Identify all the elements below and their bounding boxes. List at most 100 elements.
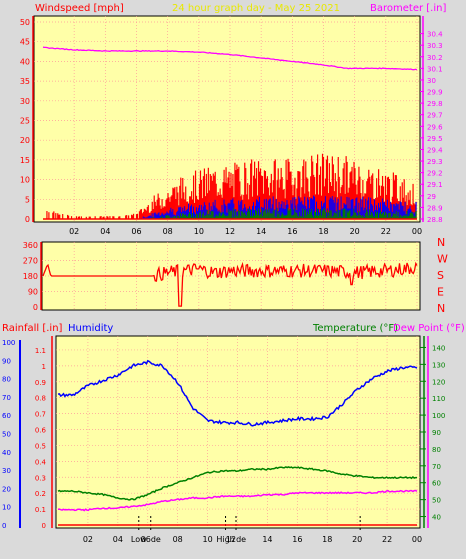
time-tick-label: 22 bbox=[381, 227, 391, 236]
windspeed-tick-label: 50 bbox=[20, 18, 30, 27]
hi-lo-marker-label: High bbox=[216, 535, 234, 544]
hi-lo-marker-label: 12de bbox=[226, 535, 246, 544]
temperature-tick-label: 70 bbox=[432, 463, 441, 471]
rainfall-tick-label: 0.9 bbox=[35, 379, 46, 387]
wind-barometer-axes: 0 5 10 15 20 25 30 35 40 45 50 28.8 28.9 29 29.1 29.2 29… bbox=[20, 16, 443, 236]
humidity-tick-label: 60 bbox=[2, 412, 11, 420]
barometer-tick-label: 29.6 bbox=[427, 123, 443, 131]
humidity-tick-label: 40 bbox=[2, 449, 11, 457]
barometer-tick-label: 29 bbox=[427, 193, 436, 201]
barometer-tick-label: 30 bbox=[427, 77, 436, 85]
rain-humidity-temp-grid bbox=[56, 336, 420, 528]
time-tick-label: 08 bbox=[173, 535, 183, 544]
barometer-axis-label: Barometer [.in] bbox=[370, 3, 446, 14]
barometer-tick-label: 30.4 bbox=[427, 31, 443, 39]
compass-label: W bbox=[437, 253, 448, 266]
windspeed-axis-label: Windspeed [mph] bbox=[35, 3, 124, 14]
time-tick-label: 04 bbox=[100, 227, 110, 236]
time-tick-label: 18 bbox=[322, 535, 332, 544]
temperature-tick-label: 110 bbox=[432, 395, 445, 403]
barometer-tick-label: 29.5 bbox=[427, 135, 443, 143]
humidity-tick-label: 50 bbox=[2, 431, 11, 439]
rain-humidity-temp-plot-area bbox=[55, 335, 421, 529]
temperature-axis-label: Temperature (°F) bbox=[312, 323, 398, 334]
temperature-tick-label: 90 bbox=[432, 429, 441, 437]
rainfall-tick-label: 0.8 bbox=[35, 395, 46, 403]
barometer-tick-label: 30.1 bbox=[427, 65, 443, 73]
windspeed-tick-label: 35 bbox=[20, 77, 30, 86]
time-tick-label: 10 bbox=[194, 227, 204, 236]
rainfall-tick-label: 0.6 bbox=[35, 427, 47, 435]
barometer-tick-label: 29.3 bbox=[427, 158, 443, 166]
temperature-tick-label: 50 bbox=[432, 497, 441, 505]
rainfall-tick-label: 0.5 bbox=[35, 442, 46, 450]
barometer-tick-label: 29.2 bbox=[427, 170, 443, 178]
time-tick-label: 14 bbox=[262, 535, 272, 544]
time-tick-label: 02 bbox=[83, 535, 93, 544]
windspeed-tick-label: 45 bbox=[20, 38, 30, 47]
temperature-tick-label: 140 bbox=[432, 344, 445, 352]
barometer-tick-label: 29.8 bbox=[427, 100, 443, 108]
humidity-axis-label: Humidity bbox=[68, 323, 113, 334]
windspeed-tick-label: 25 bbox=[20, 117, 30, 126]
time-tick-label: 12 bbox=[225, 227, 235, 236]
humidity-tick-label: 70 bbox=[2, 394, 11, 402]
barometer-line bbox=[42, 46, 418, 71]
time-tick-label: 18 bbox=[318, 227, 328, 236]
rainfall-tick-label: 0.1 bbox=[35, 506, 46, 514]
humidity-tick-label: 80 bbox=[2, 376, 11, 384]
barometer-tick-label: 29.7 bbox=[427, 112, 443, 120]
time-tick-label: 02 bbox=[69, 227, 79, 236]
direction-tick-label: 360 bbox=[23, 241, 38, 250]
wind-barometer-marks bbox=[42, 46, 418, 220]
time-tick-label: 22 bbox=[382, 535, 392, 544]
barometer-tick-label: 30.3 bbox=[427, 42, 443, 50]
temperature-tick-label: 80 bbox=[432, 446, 441, 454]
humidity-tick-label: 0 bbox=[2, 522, 6, 530]
direction-tick-label: 180 bbox=[23, 272, 38, 281]
barometer-tick-label: 29.9 bbox=[427, 89, 443, 97]
time-tick-label: 16 bbox=[287, 227, 297, 236]
barometer-tick-label: 29.4 bbox=[427, 146, 443, 154]
humidity-tick-label: 20 bbox=[2, 485, 11, 493]
dewpoint-axis-label: Dew Point (°F) bbox=[393, 323, 465, 334]
rainfall-tick-label: 0.4 bbox=[35, 458, 47, 466]
hi-lo-marker-label: 06de bbox=[141, 535, 161, 544]
windspeed-tick-label: 15 bbox=[20, 156, 30, 165]
humidity-line bbox=[57, 359, 418, 427]
rainfall-tick-label: 0.7 bbox=[35, 411, 46, 419]
hi-lo-marker-label: Low bbox=[131, 535, 147, 544]
wind-direction-line bbox=[42, 261, 418, 307]
windspeed-tick-label: 20 bbox=[20, 136, 30, 145]
windspeed-tick-label: 5 bbox=[25, 195, 30, 204]
time-tick-label: 00 bbox=[412, 535, 422, 544]
windspeed-tick-label: 30 bbox=[20, 97, 30, 106]
barometer-tick-label: 28.8 bbox=[427, 216, 443, 224]
chart-title: 24 hour graph day - May 25 2021 bbox=[172, 3, 340, 14]
humidity-tick-label: 30 bbox=[2, 467, 11, 475]
direction-tick-label: 270 bbox=[23, 257, 38, 266]
temperature-tick-label: 120 bbox=[432, 378, 445, 386]
compass-label: N bbox=[437, 302, 445, 315]
temperature-tick-label: 100 bbox=[432, 412, 445, 420]
temperature-line bbox=[57, 466, 417, 501]
rainfall-tick-label: 0.2 bbox=[35, 490, 46, 498]
direction-tick-label: 0 bbox=[33, 303, 38, 312]
rain-humidity-temp-marks bbox=[57, 359, 418, 532]
time-tick-label: 16 bbox=[292, 535, 302, 544]
humidity-tick-label: 10 bbox=[2, 504, 11, 512]
compass-label: E bbox=[437, 286, 444, 299]
barometer-tick-label: 29.1 bbox=[427, 181, 443, 189]
time-tick-label: 14 bbox=[256, 227, 266, 236]
windspeed-tick-label: 0 bbox=[25, 215, 30, 224]
time-tick-label: 20 bbox=[352, 535, 362, 544]
rainfall-tick-label: 0.3 bbox=[35, 474, 46, 482]
temperature-tick-label: 130 bbox=[432, 361, 445, 369]
compass-label: S bbox=[437, 269, 444, 282]
humidity-tick-label: 90 bbox=[2, 357, 11, 365]
time-tick-label: 20 bbox=[350, 227, 360, 236]
temperature-tick-label: 40 bbox=[432, 514, 441, 522]
compass-label: N bbox=[437, 236, 445, 249]
time-tick-label: 04 bbox=[113, 535, 123, 544]
